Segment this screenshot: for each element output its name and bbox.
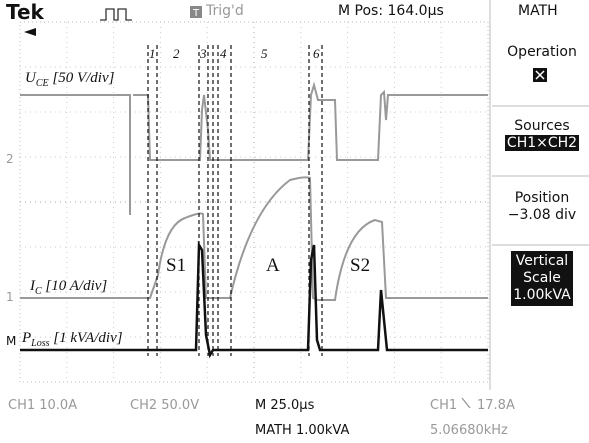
position: M Pos: 164.0µs [338,3,444,19]
phase-label: 5 [261,46,268,62]
ic-label: IC [10 A/div] [30,278,107,297]
timebase: M 25.0µs [255,398,314,413]
trigger-source: CH1 [430,398,457,413]
menu-label: Operation [495,44,589,61]
frequency: 5.06680kHz [430,423,508,438]
ch2-marker: 2 [6,152,14,166]
subscript: CE [36,78,49,89]
menu-label: Sources [495,118,589,135]
slope-icon [462,398,470,408]
ploss-label: PLoss [1 kVA/div] [22,330,123,349]
phase-label: 4 [220,46,227,62]
trigger-level: 17.8A [477,398,515,413]
menu-value: CH1×CH2 [505,135,579,151]
menu-title: MATH [518,3,558,19]
menu-item[interactable]: Operation [495,44,589,61]
region-label: A [266,255,280,277]
ch1-marker: 1 [6,290,14,304]
menu-label: Position [495,190,589,207]
subscript: Loss [31,338,49,349]
phase-label: 1 [149,46,156,62]
phase-label: 2 [173,46,180,62]
scale: [50 V/div] [52,70,114,86]
trig-icon-text: T [192,8,200,19]
math-marker: M [6,334,16,348]
menu-value: 1.00kVA [511,287,573,304]
phase-label: 3 [200,46,207,62]
trigger-icon [100,9,132,20]
brand: Tek [6,0,44,24]
math-scale: MATH 1.00kVA [255,423,349,438]
menu-value: −3.08 div [495,207,589,224]
phase-label: 6 [313,46,320,62]
region-label: S1 [166,255,186,277]
symbol: U [25,70,36,86]
ch1-scale: CH1 10.0A [8,398,77,413]
menu-label: Scale [511,270,573,287]
ch2-scale: CH2 50.0V [130,398,199,413]
symbol: P [22,330,31,346]
scale: [10 A/div] [45,278,107,294]
subscript: C [35,286,42,297]
scale: [1 kVA/div] [53,330,122,346]
region-label: S2 [350,255,370,277]
scope-screen: T Tek Trig'd M Pos: 164.0µs MATH Operati… [0,0,589,443]
trigger-status: Trig'd [206,3,244,19]
menu-item[interactable]: Position−3.08 div [495,190,589,224]
menu-label: Vertical [511,253,573,270]
uce-label: UCE [50 V/div] [25,70,114,89]
